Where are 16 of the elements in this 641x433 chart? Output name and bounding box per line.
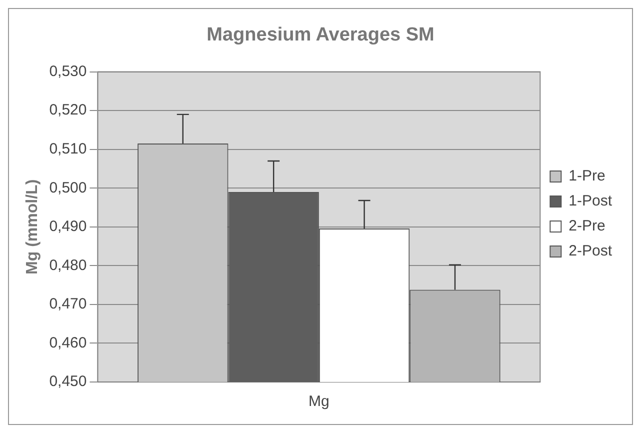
y-tick-label: 0,470 [49,296,87,313]
legend-label: 2-Post [568,242,613,260]
legend-label: 1-Pre [568,168,606,185]
y-tick-label: 0,450 [49,373,87,390]
chart-title: Magnesium Averages SM [206,24,434,46]
y-axis-title: Mg (mmol/L) [24,179,42,274]
y-tick-label: 0,520 [49,102,87,119]
y-tick-label: 0,460 [49,334,87,352]
legend-label: 1-Post [568,192,613,210]
y-tick-label: 0,490 [49,218,87,236]
y-tick-label: 0,530 [49,62,87,80]
y-tick-label: 0,510 [49,140,87,158]
y-tick-label: 0,500 [49,179,87,196]
y-tick-label: 0,480 [49,256,87,274]
x-tick-label: Mg [308,393,330,410]
legend-label: 2-Pre [568,218,606,235]
